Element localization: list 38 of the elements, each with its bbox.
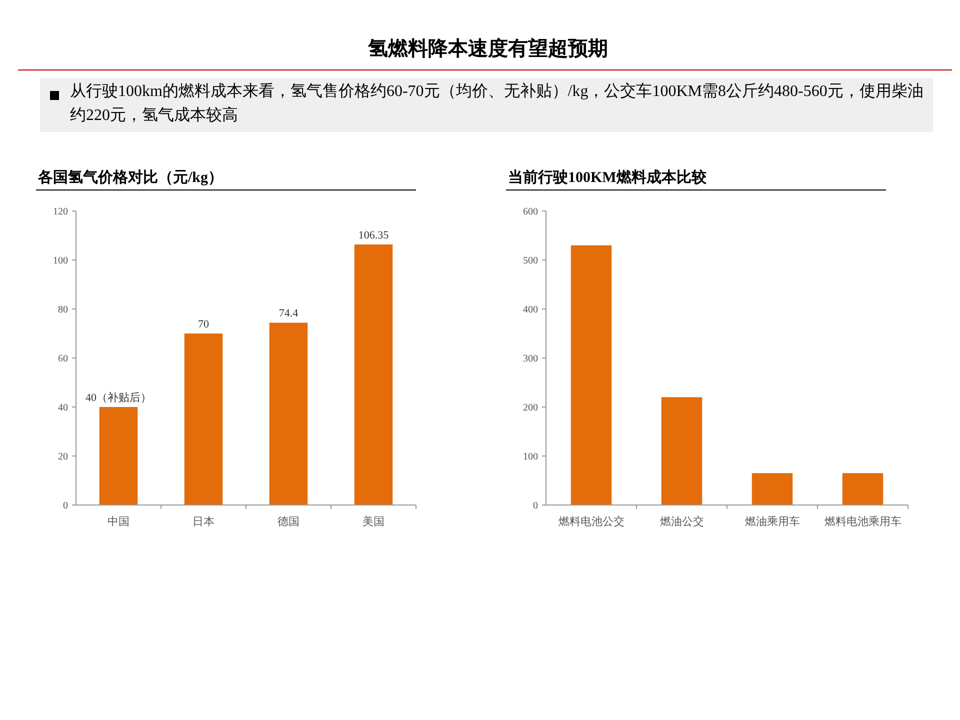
chart-title: 当前行驶100KM燃料成本比较 (508, 169, 708, 186)
x-tick-label: 日本 (192, 515, 214, 528)
y-tick-label: 120 (53, 206, 68, 218)
x-tick-label: 燃油公交 (660, 515, 704, 528)
y-tick-label: 400 (523, 304, 538, 316)
text: 氢燃料降本速度有望超预期 (367, 37, 608, 60)
y-tick-label: 300 (523, 354, 538, 364)
bar (269, 322, 308, 505)
data-label: 74.4 (278, 308, 299, 320)
data-label: 70 (198, 318, 210, 330)
chart-title: 各国氢气价格对比（元/kg） (37, 169, 224, 186)
bar (570, 245, 612, 505)
y-tick-label: 60 (58, 354, 68, 364)
y-tick-label: 80 (58, 304, 68, 316)
x-tick-label: 德国 (278, 516, 300, 528)
x-tick-label: 燃料电池公交 (558, 515, 624, 528)
y-tick-label: 40 (58, 402, 68, 414)
bar (354, 244, 393, 505)
y-tick-label: 600 (523, 206, 538, 218)
y-tick-label: 100 (53, 256, 68, 266)
text: 从行驶100km的燃料成本来看，氢气售价格约60-70元（均价、无补贴）/kg，公交车100KM需8公斤约480-560元，使用柴油约220元，氢气成本较高 (70, 82, 924, 126)
x-tick-label: 中国 (108, 515, 130, 528)
x-tick-label: 燃料电池乘用车 (824, 515, 902, 528)
bar (842, 473, 884, 505)
y-tick-label: 0 (533, 500, 538, 512)
bar (752, 473, 793, 505)
y-tick-label: 500 (523, 256, 538, 266)
bar (661, 397, 702, 505)
data-label: 40（补贴后） (86, 391, 152, 404)
data-label: 106.35 (358, 229, 390, 242)
y-tick-label: 0 (63, 500, 68, 512)
y-tick-label: 20 (58, 452, 68, 462)
y-tick-label: 100 (523, 452, 538, 462)
x-tick-label: 燃油乘用车 (744, 515, 800, 528)
bar (99, 407, 138, 505)
y-tick-label: 200 (523, 402, 538, 414)
bar (184, 334, 223, 505)
x-tick-label: 美国 (362, 515, 384, 528)
